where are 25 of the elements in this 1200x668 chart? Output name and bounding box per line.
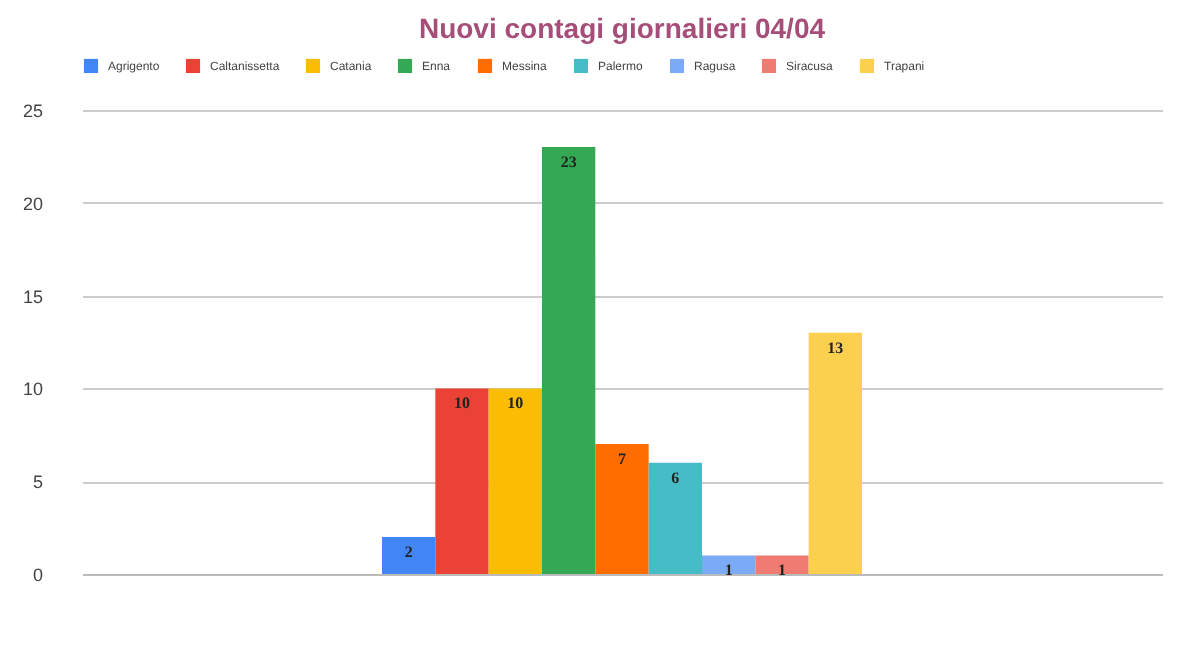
bar (595, 444, 649, 574)
bar (808, 332, 862, 574)
bar (382, 536, 436, 574)
y-tick-label: 10 (22, 379, 43, 400)
data-label: 1 (724, 561, 733, 580)
data-label: 1 (778, 561, 786, 580)
bar (542, 147, 596, 574)
bar (435, 388, 489, 574)
y-tick-label: 15 (22, 286, 43, 307)
data-label: 13 (827, 338, 844, 357)
bar (755, 555, 809, 574)
y-tick-label: 20 (22, 193, 43, 214)
bar (488, 388, 542, 574)
chart-title: Nuovi contagi giornalieri 04/04 (418, 12, 826, 44)
y-tick-label: 5 (32, 472, 43, 493)
data-label: 7 (618, 450, 626, 469)
y-tick-label: 0 (32, 565, 43, 585)
y-tick-label: 25 (22, 101, 43, 121)
data-label: 23 (560, 153, 577, 172)
data-label: 6 (671, 468, 680, 487)
data-label: 2 (404, 542, 413, 561)
bar (648, 462, 702, 574)
bar (702, 555, 756, 574)
data-label: 10 (507, 394, 524, 413)
data-label: 10 (454, 394, 470, 413)
